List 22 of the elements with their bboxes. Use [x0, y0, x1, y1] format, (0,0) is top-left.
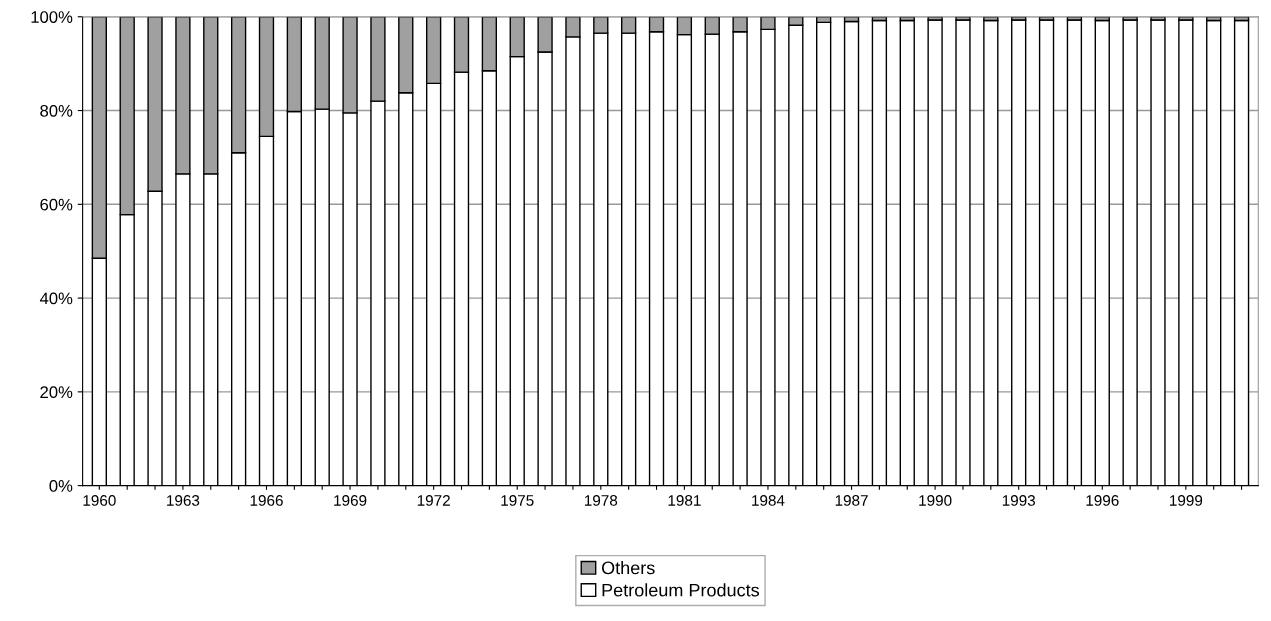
legend-label: Petroleum Products [602, 583, 760, 597]
x-tick-label: 1975 [501, 495, 534, 506]
x-tick-label: 1999 [1170, 495, 1203, 506]
x-tick-label: 1969 [334, 495, 367, 506]
x-tick-label: 1960 [83, 495, 116, 506]
y-tick-label: 60% [40, 198, 73, 211]
y-tick-label: 20% [40, 386, 73, 399]
x-tick-label: 1990 [919, 495, 952, 506]
legend-label: Others [601, 561, 655, 575]
x-tick-label: 1981 [668, 495, 701, 506]
x-tick-label: 1963 [167, 495, 200, 506]
x-tick-label: 1993 [1002, 495, 1036, 506]
x-tick-label: 1966 [250, 495, 283, 506]
x-tick-label: 1996 [1086, 495, 1119, 506]
y-tick-label: 40% [39, 292, 73, 305]
y-tick-label: 80% [40, 104, 73, 117]
x-tick-label: 1978 [584, 495, 618, 506]
x-tick-label: 1972 [417, 495, 450, 506]
y-tick-label: 0% [49, 480, 73, 492]
x-tick-label: 1984 [752, 495, 785, 506]
y-tick-label: 100% [31, 11, 73, 23]
x-tick-label: 1987 [835, 495, 868, 506]
